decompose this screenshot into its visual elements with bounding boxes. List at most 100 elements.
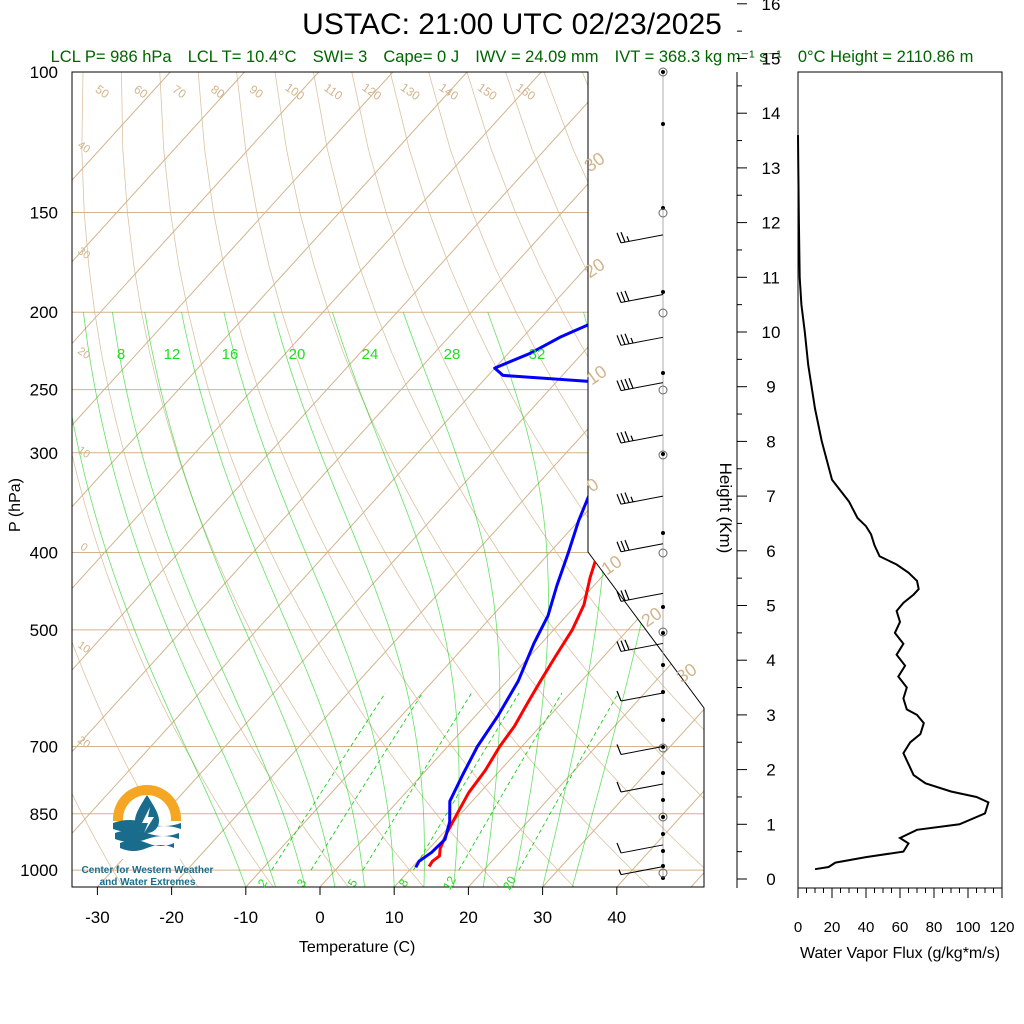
cw3e-logo — [113, 785, 181, 859]
flux-tick-label: 40 — [858, 919, 875, 936]
isotherm-line — [245, 72, 704, 887]
wind-barb-flag — [616, 432, 622, 444]
mixing-ratio-label: 28 — [444, 346, 461, 363]
isotherm-label: 110 — [321, 81, 345, 104]
dry-adiabat — [813, 72, 1024, 887]
isotherm-label: 130 — [398, 80, 423, 103]
dry-adiabat — [121, 72, 425, 887]
temperature-tick-label: 0 — [315, 908, 324, 927]
temperature-tick-label: 10 — [385, 908, 404, 927]
moist-adiabat — [402, 312, 501, 887]
dry-adiabat — [351, 72, 704, 887]
mixing-ratio-label: 8 — [117, 346, 125, 363]
mixing-ratio-label: 20 — [289, 346, 306, 363]
barb-level-dot — [661, 531, 665, 535]
barb-level-dot — [661, 631, 665, 635]
wind-barb-flag — [616, 781, 622, 793]
moist-adiabat — [223, 312, 395, 887]
stat-freezing-height: 0°C Height = 2110.86 m — [797, 48, 974, 66]
wind-barb-flag — [624, 492, 630, 503]
wind-barb-flag — [620, 334, 626, 345]
isotherm-label-left: 30 — [75, 245, 92, 262]
wind-barb-flag — [620, 431, 626, 443]
isotherm-label: 140 — [437, 80, 462, 103]
wind-barb-flag — [628, 377, 634, 389]
flux-tick-label: 80 — [926, 919, 943, 936]
temperature-tick-label: -30 — [85, 908, 110, 927]
moist-adiabat — [83, 312, 276, 887]
isotherm-line — [72, 72, 616, 887]
height-tick-label: 10 — [762, 323, 781, 342]
wind-barb-staff — [620, 844, 664, 854]
pressure-tick-label: 200 — [30, 303, 58, 322]
page-title: USTAC: 21:00 UTC 02/23/2025 — [302, 8, 722, 41]
wind-barb-flag — [620, 291, 626, 302]
logo-line-1: Center for Western Weather — [81, 865, 214, 876]
isotherm-line — [690, 72, 704, 887]
isotherm-label: 160 — [514, 80, 539, 103]
isotherm-line — [72, 72, 171, 887]
height-tick-label: 3 — [766, 706, 775, 725]
dry-adiabat — [620, 72, 704, 887]
isotherm-label-right: 20 — [581, 254, 609, 282]
dry-adiabat — [389, 72, 704, 887]
flux-tick-label: 20 — [824, 919, 841, 936]
pressure-tick-label: 850 — [30, 805, 58, 824]
wind-barb-flag — [616, 292, 622, 303]
stat-iwv: IWV = 24.09 mm — [475, 48, 599, 66]
skewt-frame — [71, 71, 705, 888]
isotherm-line — [765, 72, 1024, 887]
wind-barb-flag — [616, 380, 622, 391]
wind-barb-staff — [620, 336, 664, 346]
pressure-tick-label: 300 — [30, 444, 58, 463]
temperature-tick-label: 40 — [607, 908, 626, 927]
barb-level-dot — [661, 771, 665, 775]
plot-border — [71, 71, 705, 888]
mixing-ratio-label: 20 — [500, 873, 519, 892]
barb-level-dot — [661, 745, 665, 749]
mixing-ratio-label: 12 — [440, 873, 459, 892]
pressure-tick-label: 100 — [30, 63, 58, 82]
wind-barb-staff — [620, 293, 664, 303]
mixing-ratio-line — [458, 692, 563, 871]
wind-barb-half-flag — [626, 236, 630, 242]
isotherm-label-right: 0 — [583, 474, 603, 496]
height-tick-label: 2 — [766, 761, 775, 780]
stat-ivt: IVT = 368.3 kg m⁻¹ s⁻¹ — [614, 48, 782, 66]
wind-barb-flag — [616, 591, 622, 602]
height-tick-label: 11 — [762, 268, 780, 287]
barb-level-dot — [661, 290, 665, 294]
dry-adiabat — [197, 72, 575, 887]
barb-open-circle — [658, 450, 668, 460]
wind-barb-staff — [620, 495, 664, 505]
barb-level-dot — [661, 798, 665, 802]
height-tick-label: 16 — [762, 0, 781, 14]
pressure-tick-label: 250 — [30, 381, 58, 400]
barb-level-dot — [661, 452, 665, 456]
barb-open-circle — [658, 627, 668, 637]
isotherm-label: 150 — [475, 80, 500, 103]
moist-adiabat — [487, 312, 549, 887]
wind-barb-flag — [624, 639, 630, 651]
height-tick-label: 8 — [766, 432, 775, 451]
mixing-ratio-label: 12 — [164, 346, 181, 363]
flux-tick-label: 100 — [955, 919, 980, 936]
isotherm-line — [319, 72, 704, 887]
wind-barb-flag — [624, 333, 630, 344]
flux-tick-label: 0 — [794, 919, 802, 936]
dry-adiabat — [736, 72, 1024, 887]
wind-barb-flag — [616, 541, 622, 552]
wind-barb-flag — [616, 744, 622, 755]
barb-level-dot — [661, 663, 665, 667]
height-tick-label: 1 — [766, 815, 775, 834]
pressure-tick-label: 400 — [30, 543, 58, 562]
isotherm-label: 60 — [131, 82, 150, 101]
logo-text: Center for Western Weather and Water Ext… — [60, 865, 235, 889]
stat-lcl-temperature: LCL T= 10.4°C — [187, 48, 297, 66]
moist-adiabat — [332, 312, 460, 887]
isotherm-line — [72, 72, 320, 887]
isotherm-label: 80 — [208, 82, 227, 101]
dewpoint-trace — [414, 211, 704, 869]
barb-level-dot — [661, 815, 665, 819]
dry-adiabat — [466, 72, 704, 887]
